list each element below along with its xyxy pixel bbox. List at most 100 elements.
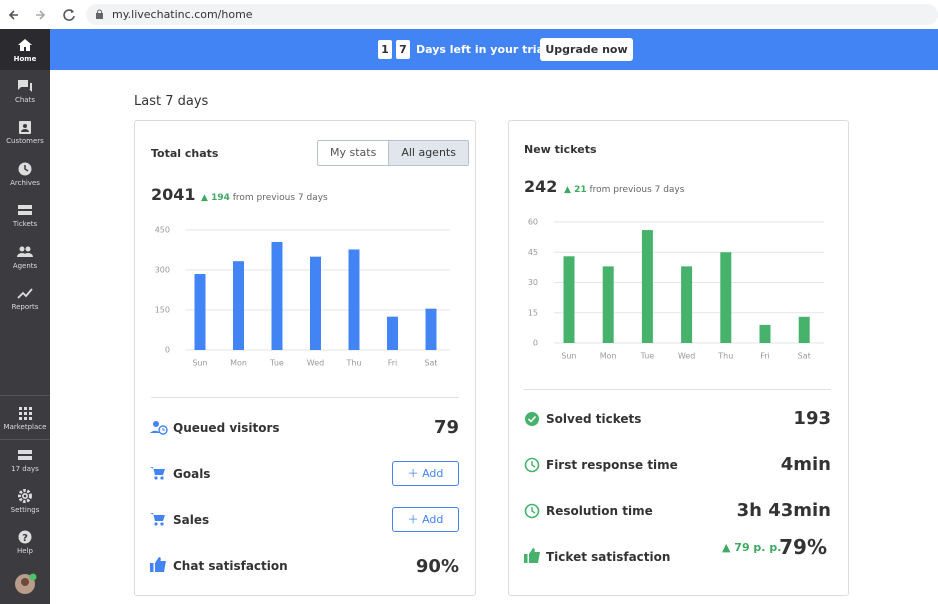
change-text: from previous 7 days (232, 193, 328, 203)
add-button[interactable]: ＋ Add (392, 461, 459, 486)
y-tick-label: 0 (533, 339, 538, 348)
nav-label: Home (13, 55, 37, 63)
bar (720, 252, 732, 343)
change-value: 21 (574, 185, 587, 195)
visitors-icon (150, 421, 168, 435)
tab[interactable]: My stats (330, 146, 377, 159)
add-button[interactable]: ＋ Add (392, 507, 459, 532)
y-tick-label: 150 (155, 306, 170, 315)
bar (641, 230, 653, 343)
nav-label: Agents (12, 262, 38, 270)
nav-label: Chats (14, 96, 35, 104)
metric-value: 193 (793, 408, 831, 429)
stats-tabs: My stats All agents (317, 140, 469, 166)
y-tick-label: 15 (528, 308, 538, 317)
cart-icon (150, 467, 165, 480)
metric-value: 79 (433, 417, 459, 438)
metric-label: Solved tickets (546, 412, 642, 426)
x-tick-label: Thu (717, 352, 733, 361)
total-value: 242 (524, 177, 558, 196)
change: ▲ 194 from previous 7 days (201, 193, 328, 203)
nav-label: Reports (11, 303, 39, 311)
x-tick-label: Sun (561, 352, 576, 361)
nav-label: 17 days (11, 465, 39, 473)
sidebar: Home Chats Customers Archives Tickets Ag… (0, 29, 50, 604)
nav-agents[interactable]: Agents (0, 245, 50, 270)
url-field[interactable]: my.livechatinc.com/home (86, 4, 938, 25)
nav-chats[interactable]: Chats (0, 79, 50, 104)
card-title: New tickets (524, 143, 597, 156)
nav-help[interactable]: ? Help (0, 530, 50, 555)
metric-value: 90% (415, 556, 459, 577)
total-chats-card (134, 120, 476, 596)
bar (602, 266, 614, 343)
chart: 0 15 30 45 60 Sun Mon Tue Wed Thu Fri Sat (528, 218, 824, 361)
bar (563, 256, 575, 343)
thumb-icon (150, 557, 166, 572)
trial-text: Days left in your trial. (416, 43, 552, 56)
total-value: 2041 (151, 185, 196, 204)
check-icon (525, 412, 539, 426)
change-value: 194 (211, 193, 230, 203)
metric-label: Goals (173, 467, 211, 481)
y-tick-label: 450 (155, 226, 170, 235)
bar (271, 242, 283, 350)
bar (798, 316, 810, 343)
clock-icon (524, 503, 540, 519)
metric-value: 79% (779, 535, 827, 559)
x-tick-label: Wed (307, 359, 324, 368)
nav-customers[interactable]: Customers (0, 120, 50, 145)
browser-bar: my.livechatinc.com/home (0, 0, 938, 30)
y-tick-label: 300 (155, 266, 170, 275)
button-label: Add (422, 513, 444, 526)
y-tick-label: 60 (528, 218, 538, 227)
nav-settings[interactable]: Settings (0, 489, 50, 514)
bar (348, 249, 360, 350)
x-tick-label: Fri (388, 359, 398, 368)
change-text: from previous 7 days (589, 185, 685, 195)
lock-icon (96, 9, 103, 19)
metric-value: 4min (780, 454, 831, 475)
button-label: Add (422, 467, 444, 480)
clock-icon (524, 457, 540, 473)
change: ▲ 79 p. p. (722, 541, 782, 554)
cart-icon (150, 513, 165, 526)
avatar[interactable] (14, 572, 38, 596)
metric-label: Queued visitors (173, 421, 280, 435)
x-tick-label: Mon (600, 352, 617, 361)
tab[interactable]: All agents (388, 141, 468, 165)
metric-value: 3h 43min (736, 500, 831, 521)
nav-tickets[interactable]: Tickets (0, 203, 50, 228)
nav-label: Help (17, 547, 33, 555)
nav-buttons[interactable] (8, 7, 78, 23)
trial-banner: 1 7 Days left in your trial. Upgrade now (50, 29, 938, 70)
bar (387, 316, 398, 350)
x-tick-label: Sun (192, 359, 207, 368)
y-tick-label: 0 (165, 346, 170, 355)
bar (310, 256, 321, 350)
thumb-icon (524, 548, 540, 563)
change: ▲ 21 from previous 7 days (564, 185, 685, 195)
metric-label: Chat satisfaction (173, 559, 288, 573)
nav-archives[interactable]: Archives (0, 162, 50, 187)
bar (759, 324, 771, 343)
nav-home[interactable]: Home (0, 38, 50, 63)
bar (681, 266, 693, 343)
nav-marketplace[interactable]: Marketplace (0, 406, 50, 431)
metric-label: Resolution time (546, 504, 653, 518)
section-title: Last 7 days (134, 94, 209, 109)
nav-label: Tickets (12, 220, 38, 228)
bar (233, 261, 244, 350)
x-tick-label: Sat (424, 359, 437, 368)
nav-trial[interactable]: 17 days (0, 448, 50, 473)
chart: 0 150 300 450 Sun Mon Tue Wed Thu Fri Sat (155, 226, 450, 368)
new-tickets-card (508, 120, 849, 596)
trial-digit: 7 (396, 40, 410, 59)
trial-digit: 1 (378, 40, 392, 59)
nav-reports[interactable]: Reports (0, 286, 50, 311)
upgrade-button[interactable]: Upgrade now (540, 38, 633, 61)
x-tick-label: Tue (269, 359, 284, 368)
x-tick-label: Sat (798, 352, 811, 361)
card-title: Total chats (151, 147, 219, 160)
